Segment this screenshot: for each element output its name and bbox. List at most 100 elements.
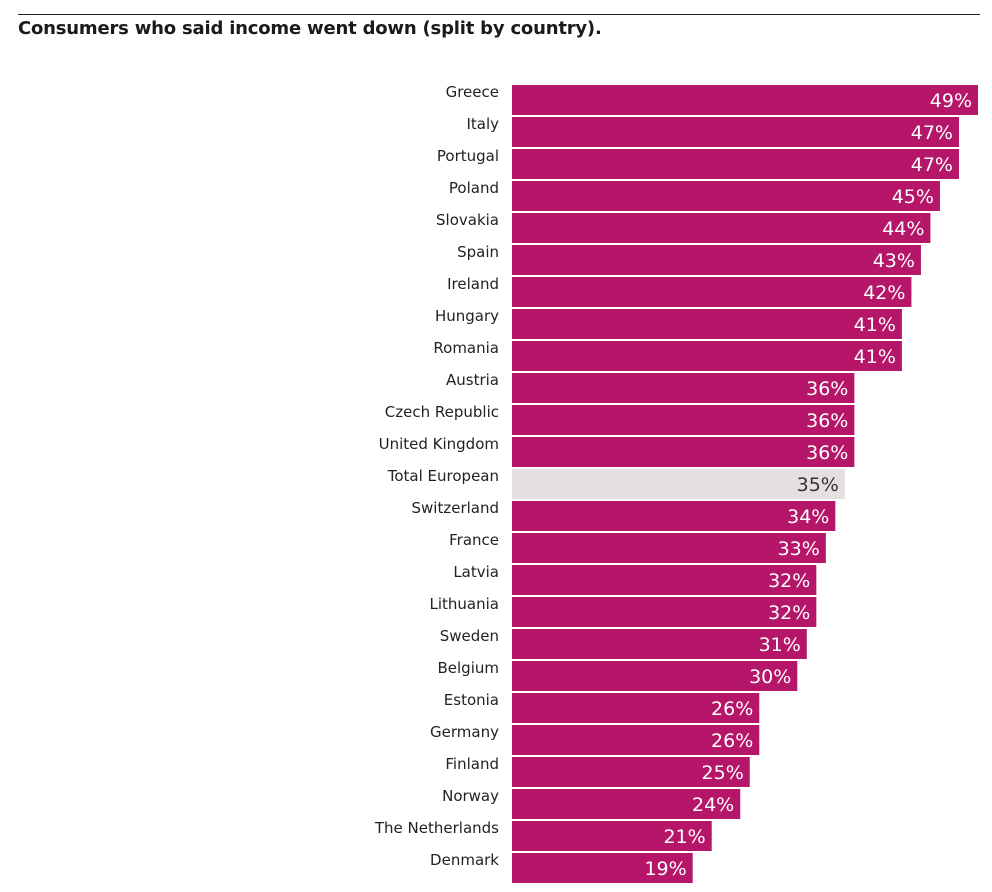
bar [512,341,902,371]
bar [512,245,921,275]
bar [512,277,912,307]
bar-row: Lithuania 32% [430,595,817,627]
bar-row: France 33% [449,531,826,563]
value-label: 43% [873,250,915,272]
bar-row: United Kingdom 36% [379,435,855,467]
category-label: Norway [442,787,499,805]
category-label: Switzerland [412,499,500,517]
value-label: 31% [759,634,801,656]
value-label: 32% [768,570,810,592]
value-label: 42% [863,282,905,304]
bar-row: Hungary 41% [435,307,902,339]
category-label: Greece [446,83,499,101]
bar-row: Ireland 42% [447,275,912,307]
bar [512,597,817,627]
bar [512,693,760,723]
value-label: 49% [930,90,972,112]
category-label: Latvia [453,563,499,581]
bar-row: Norway 24% [442,787,741,819]
bar-row: Spain 43% [457,243,921,275]
bar [512,853,693,883]
value-label: 26% [711,730,753,752]
category-label: France [449,531,499,549]
category-label: Germany [430,723,499,741]
bar [512,437,855,467]
bar-row: Finland 25% [445,755,750,787]
value-label: 41% [854,346,896,368]
category-label: Slovakia [436,211,499,229]
bar-row: Denmark 19% [430,851,693,883]
bar [512,565,817,595]
bar [512,789,741,819]
bar [512,149,959,179]
category-label: Total European [387,467,499,485]
category-label: Hungary [435,307,499,325]
bar-row: Greece 49% [446,83,978,115]
bar [512,629,807,659]
bar [512,85,978,115]
value-label: 19% [644,858,686,880]
highlight-bar [512,469,845,499]
bar-row: Austria 36% [446,371,855,403]
category-label: Romania [433,339,499,357]
category-label: Denmark [430,851,499,869]
bar [512,533,826,563]
bar [512,309,902,339]
bar [512,405,855,435]
value-label: 41% [854,314,896,336]
value-label: 26% [711,698,753,720]
value-label: 25% [702,762,744,784]
bar-row: Estonia 26% [444,691,760,723]
bar-row: Slovakia 44% [436,211,931,243]
bar-row: Germany 26% [430,723,760,755]
value-label: 44% [882,218,924,240]
bar-row: Czech Republic 36% [385,403,855,435]
category-label: Lithuania [430,595,499,613]
bar [512,661,798,691]
value-label: 21% [663,826,705,848]
category-label: Finland [445,755,499,773]
category-label: Estonia [444,691,499,709]
bar [512,501,836,531]
category-label: Sweden [440,627,499,645]
category-label: Belgium [438,659,500,677]
value-label: 34% [787,506,829,528]
value-label: 24% [692,794,734,816]
bar [512,213,931,243]
chart-title: Consumers who said income went down (spl… [18,18,602,39]
category-label: Ireland [447,275,499,293]
bar-row: Switzerland 34% [412,499,836,531]
value-label: 36% [806,442,848,464]
category-label: Austria [446,371,499,389]
bar-row: Romania 41% [433,339,902,371]
category-label: Czech Republic [385,403,499,421]
category-label: Italy [466,115,499,133]
bar-row: Belgium 30% [438,659,798,691]
category-label: Poland [449,179,499,197]
value-label: 30% [749,666,791,688]
value-label: 36% [806,378,848,400]
value-label: 33% [778,538,820,560]
bar-row: Italy 47% [466,115,959,147]
bar-row: Total European 35% [387,467,845,499]
bar-row: Portugal 47% [437,147,959,179]
value-label: 35% [797,474,839,496]
bar [512,373,855,403]
bar [512,757,750,787]
bar [512,117,959,147]
category-label: Portugal [437,147,499,165]
value-label: 32% [768,602,810,624]
category-label: United Kingdom [379,435,499,453]
top-divider [18,14,980,15]
bar [512,821,712,851]
value-label: 47% [911,122,953,144]
category-label: The Netherlands [374,819,499,837]
bar [512,181,940,211]
bar-row: Sweden 31% [440,627,807,659]
bar-row: Latvia 32% [453,563,817,595]
category-label: Spain [457,243,499,261]
bar [512,725,760,755]
value-label: 47% [911,154,953,176]
bar-row: The Netherlands 21% [374,819,712,851]
value-label: 36% [806,410,848,432]
